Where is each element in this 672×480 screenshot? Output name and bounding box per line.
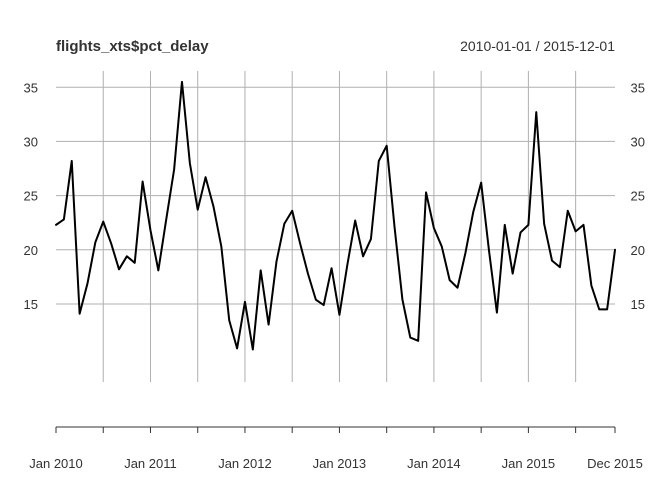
data-point [583,224,585,226]
data-point [567,210,569,212]
y-tick-label-left: 20 [24,243,38,258]
y-tick-label-left: 25 [24,189,38,204]
data-point [118,268,120,270]
data-point [205,176,207,178]
data-point [441,246,443,248]
y-tick-label-left: 15 [24,297,38,312]
data-point [386,145,388,147]
data-point [394,226,396,228]
x-tick-label: Jan 2010 [29,456,83,471]
chart-date-range: 2010-01-01 / 2015-12-01 [460,38,615,54]
data-point [331,267,333,269]
data-point [299,242,301,244]
data-point [464,252,466,254]
data-point [79,313,81,315]
data-point [110,242,112,244]
data-point [102,221,104,223]
y-tick-label-left: 30 [24,134,38,149]
data-point [307,273,309,275]
data-point [126,255,128,257]
data-point [260,269,262,271]
data-point [425,191,427,193]
data-point [244,301,246,303]
x-tick-label: Jan 2015 [502,456,556,471]
data-point [559,266,561,268]
data-point [142,181,144,183]
y-tick-label-left: 35 [24,80,38,95]
data-point [433,227,435,229]
data-point [370,238,372,240]
data-point [315,299,317,301]
data-point [409,337,411,339]
data-point [614,249,616,251]
data-point [449,279,451,281]
data-point [228,319,230,321]
data-point [527,224,529,226]
data-point [220,246,222,248]
horizontal-gridlines [56,86,615,305]
data-point [268,324,270,326]
data-point [212,205,214,207]
y-axis-right: 15 20 25 30 35 [631,80,645,312]
data-point [197,209,199,211]
data-point [472,211,474,213]
data-point [520,231,522,233]
data-point [512,273,514,275]
data-point [338,314,340,316]
data-point [173,169,175,171]
data-point [496,312,498,314]
x-tick-label: Jan 2013 [313,456,367,471]
data-point [401,299,403,301]
x-tick-label: Jan 2014 [407,456,461,471]
data-point [590,285,592,287]
data-point [378,160,380,162]
data-point [323,304,325,306]
data-point [504,224,506,226]
y-tick-label-right: 30 [631,134,645,149]
y-tick-label-right: 25 [631,189,645,204]
vertical-gridlines [102,71,577,382]
data-point [63,218,65,220]
data-point [346,264,348,266]
x-tick-label: Dec 2015 [587,456,643,471]
data-point [480,182,482,184]
y-tick-label-right: 15 [631,297,645,312]
data-point [291,210,293,212]
data-point [55,224,57,226]
data-point [94,241,96,243]
y-tick-label-right: 35 [631,80,645,95]
data-point [362,255,364,257]
data-point [354,220,356,222]
y-axis-left: 15 20 25 30 35 [24,80,38,312]
x-axis: Jan 2010 Jan 2011 Jan 2012 Jan 2013 Jan 2014… [29,426,643,471]
data-point [598,308,600,310]
data-point [134,262,136,264]
data-point [551,260,553,262]
series-pct-delay [55,80,616,351]
data-point [457,287,459,289]
data-point [252,348,254,350]
data-point [543,223,545,225]
data-point [488,250,490,252]
x-tick-label: Jan 2011 [124,456,177,471]
data-point [157,269,159,271]
data-point [275,261,277,263]
data-point [535,111,537,113]
data-point [606,308,608,310]
data-point [236,347,238,349]
data-point [189,162,191,164]
data-point [149,229,151,231]
series-line [55,80,616,351]
data-point [71,160,73,162]
chart-title: flights_xts$pct_delay [56,38,209,55]
data-point [417,340,419,342]
y-tick-label-right: 20 [631,243,645,258]
data-point [575,230,577,232]
data-point [86,282,88,284]
data-point [283,223,285,225]
data-point [181,81,183,83]
x-tick-label: Jan 2012 [218,456,272,471]
data-point [165,218,167,220]
